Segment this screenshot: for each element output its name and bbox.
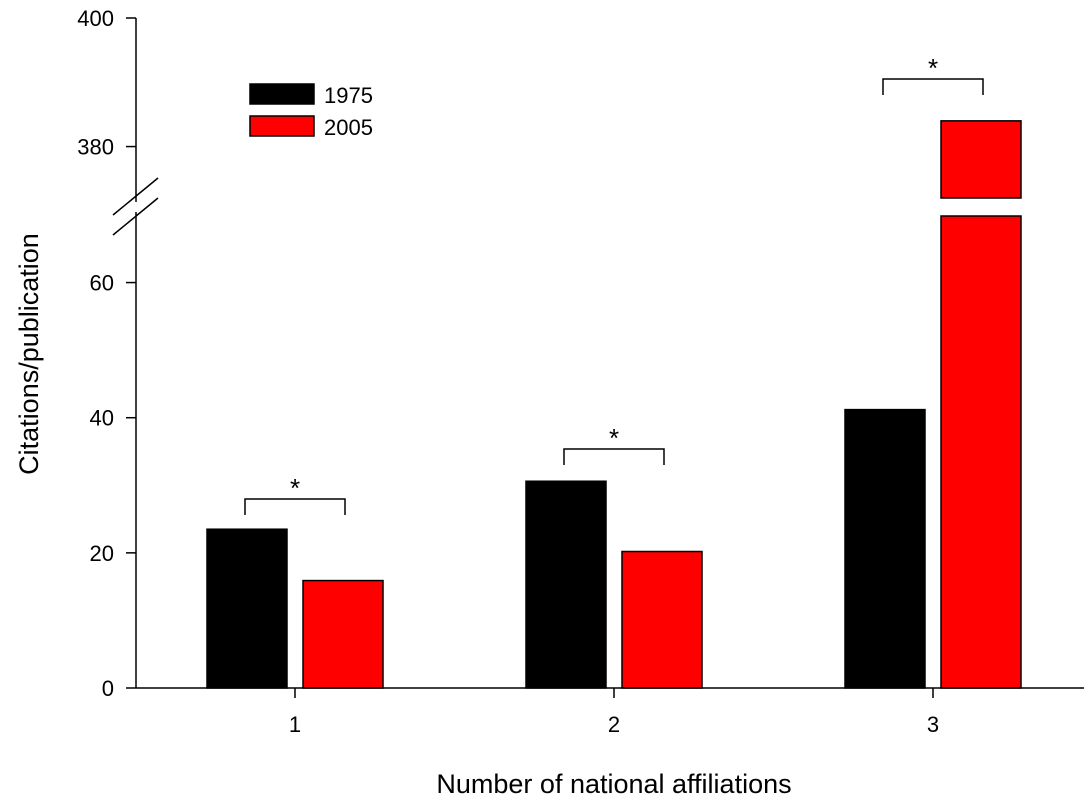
legend-swatch-2005 [249, 115, 315, 137]
x-tick-label: 1 [289, 712, 301, 737]
legend-label-2005: 2005 [324, 115, 373, 140]
y-tick-label: 380 [77, 135, 114, 160]
bar-1975-cat3 [844, 408, 926, 689]
significance-label: * [928, 53, 938, 83]
bar-2005-cat2 [621, 550, 703, 689]
x-tick-label: 2 [608, 712, 620, 737]
y-tick-label: 20 [90, 541, 114, 566]
bar-1975-cat1 [206, 528, 288, 689]
significance-bracket [244, 498, 346, 515]
x-axis-label: Number of national affiliations [436, 769, 791, 799]
chart-marks: * * * [206, 53, 1022, 689]
chart-legend: 1975 2005 [249, 83, 373, 140]
bar-2005-cat3-lower [940, 215, 1022, 689]
legend-swatch-1975 [249, 83, 315, 105]
y-tick-label: 400 [77, 6, 114, 31]
axis-break-mark [112, 177, 159, 216]
significance-bracket [563, 448, 665, 465]
y-axis-label: Citations/publication [14, 233, 44, 475]
y-tick-label: 40 [90, 406, 114, 431]
significance-label: * [290, 473, 300, 503]
y-tick-label: 0 [102, 676, 114, 701]
y-tick-label: 60 [90, 271, 114, 296]
bar-2005-cat3-upper [940, 120, 1022, 199]
x-tick-label: 3 [927, 712, 939, 737]
legend-label-1975: 1975 [324, 83, 373, 108]
bar-1975-cat2 [525, 480, 607, 689]
significance-bracket [882, 78, 984, 95]
significance-label: * [609, 423, 619, 453]
chart-axes: 0 20 40 60 380 400 1 2 3 [77, 6, 1084, 737]
axis-break-mark [112, 197, 159, 236]
bar-2005-cat1 [302, 579, 384, 689]
